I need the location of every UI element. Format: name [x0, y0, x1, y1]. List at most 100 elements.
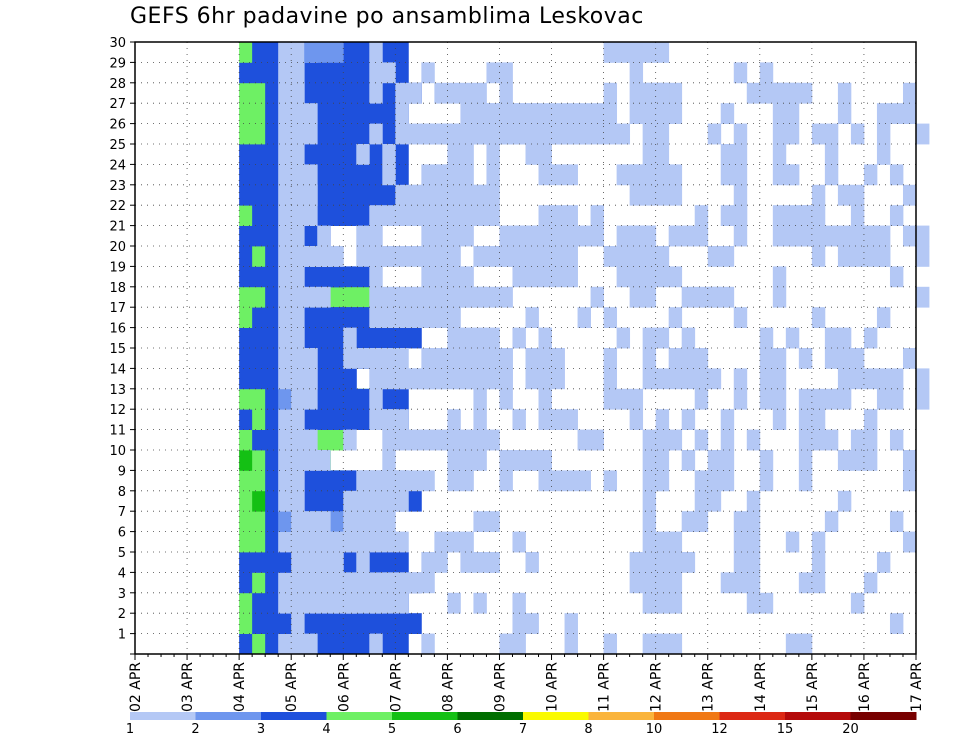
heatmap-cell [759, 368, 774, 390]
heatmap-cell [291, 184, 305, 206]
heatmap-cell [707, 123, 722, 145]
heatmap-cell [850, 368, 865, 390]
heatmap-cell [759, 327, 774, 349]
heatmap-cell [525, 266, 565, 288]
heatmap-cell [564, 613, 578, 634]
legend-label: 5 [388, 722, 396, 737]
heatmap-cell [863, 368, 878, 390]
heatmap-cell [486, 348, 513, 369]
heatmap-cell [291, 82, 305, 104]
heatmap-cell [473, 205, 487, 226]
heatmap-cell [798, 470, 813, 492]
heatmap-cell [837, 246, 852, 267]
heatmap-cell [694, 429, 709, 451]
heatmap-cell [811, 531, 826, 553]
heatmap-cell [356, 531, 370, 553]
y-tick-label: 22 [109, 199, 126, 214]
legend-label: 20 [842, 722, 859, 737]
heatmap-cell [291, 225, 305, 247]
heatmap-cell [785, 123, 800, 145]
heatmap-cell [512, 531, 526, 553]
heatmap-cell [343, 592, 357, 614]
heatmap-cell [616, 327, 631, 349]
chart-title: GEFS 6hr padavine po ansamblima Leskovac [130, 4, 644, 29]
heatmap-cell [668, 368, 683, 390]
heatmap-cell [291, 633, 305, 655]
heatmap-cell [304, 429, 318, 451]
heatmap-cell [707, 470, 722, 492]
y-tick-label: 14 [109, 362, 126, 377]
heatmap-cell [824, 348, 839, 369]
heatmap-cell [772, 388, 787, 410]
cell-layer [239, 42, 930, 655]
heatmap-cell [772, 368, 787, 390]
heatmap-cell [655, 531, 670, 553]
heatmap-cell [681, 327, 696, 349]
heatmap-cell [876, 388, 891, 410]
heatmap-cell [629, 286, 657, 308]
heatmap-cell [733, 552, 748, 573]
heatmap-cell [642, 348, 657, 369]
heatmap-cell [863, 450, 878, 471]
heatmap-cell [603, 246, 618, 267]
heatmap-cell [837, 368, 852, 390]
heatmap-cell [798, 82, 813, 104]
heatmap-cell [876, 307, 891, 328]
heatmap-cell [694, 490, 722, 512]
heatmap-cell [694, 348, 709, 369]
heatmap-cell [889, 388, 904, 410]
y-tick-label: 28 [109, 77, 126, 92]
heatmap-cell [304, 633, 318, 655]
heatmap-cell [317, 246, 331, 267]
heatmap-cell [863, 164, 878, 186]
heatmap-cell [655, 164, 670, 186]
y-tick-label: 20 [109, 240, 126, 255]
heatmap-cell [395, 82, 422, 104]
heatmap-cell [746, 552, 761, 573]
heatmap-cell [291, 327, 305, 349]
heatmap-cell [837, 184, 852, 206]
heatmap-cell [681, 511, 696, 532]
heatmap-cell [629, 266, 644, 288]
heatmap-cell [733, 368, 748, 390]
y-tick-label: 27 [109, 97, 126, 112]
heatmap-cell [369, 368, 383, 390]
heatmap-cell [304, 103, 318, 124]
heatmap-cell [551, 470, 591, 492]
heatmap-cell [538, 368, 552, 390]
heatmap-cell [395, 572, 409, 594]
heatmap-cell [278, 144, 292, 165]
heatmap-cell [642, 429, 657, 451]
heatmap-cell [785, 82, 800, 104]
heatmap-cell [668, 266, 683, 288]
heatmap-cell [889, 103, 904, 124]
heatmap-cell [681, 286, 696, 308]
heatmap-cell [434, 246, 448, 267]
heatmap-cell [603, 470, 618, 492]
heatmap-cell [538, 409, 552, 430]
heatmap-cell [733, 164, 748, 186]
heatmap-cell [434, 164, 474, 186]
heatmap-cell [694, 388, 709, 410]
heatmap-cell [538, 205, 552, 226]
heatmap-cell [460, 368, 474, 390]
heatmap-cell [278, 225, 292, 247]
heatmap-cell [551, 368, 565, 390]
y-tick-label: 30 [109, 36, 126, 51]
heatmap-cell [642, 490, 657, 512]
heatmap-cell [902, 82, 917, 104]
heatmap-cell [382, 409, 409, 430]
heatmap-cell [291, 552, 305, 573]
heatmap-cell [798, 450, 813, 471]
heatmap-cell [642, 592, 683, 614]
legend-label: 7 [519, 722, 527, 737]
heatmap-cell [876, 368, 891, 390]
heatmap-cell [499, 633, 513, 655]
heatmap-cell [629, 42, 670, 63]
legend-label: 10 [646, 722, 663, 737]
heatmap-cell [655, 450, 670, 471]
heatmap-cell [655, 246, 670, 267]
heatmap-cell [395, 348, 409, 369]
heatmap-cell [304, 348, 318, 369]
